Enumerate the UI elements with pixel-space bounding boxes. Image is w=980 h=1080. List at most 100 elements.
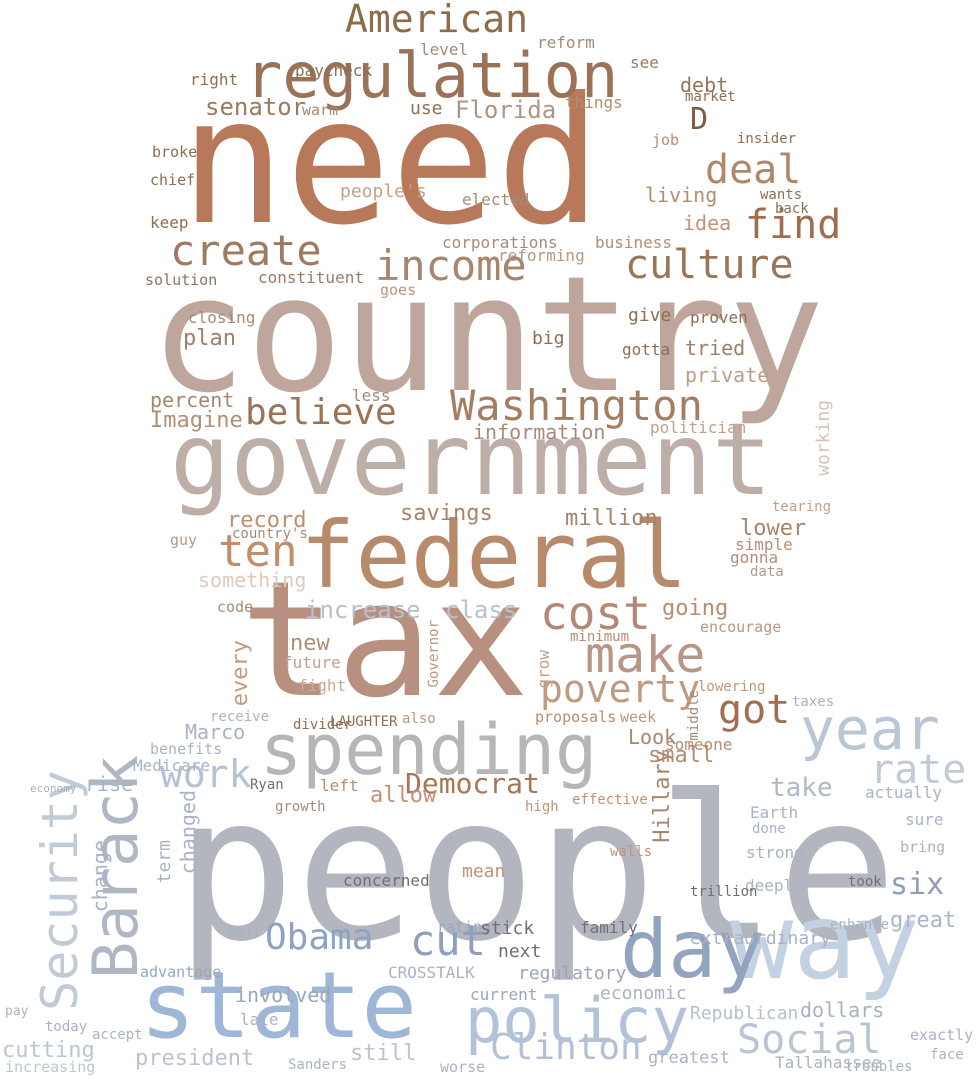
word-back: back bbox=[775, 201, 809, 217]
word-sanders: Sanders bbox=[288, 1057, 348, 1073]
word-reform: reform bbox=[537, 33, 595, 52]
word-high: high bbox=[525, 799, 559, 815]
word-mean: mean bbox=[462, 861, 506, 882]
word-week: week bbox=[620, 708, 657, 726]
word-people-s: people's bbox=[340, 181, 427, 202]
word-someone: someone bbox=[665, 735, 733, 754]
word-worse: worse bbox=[440, 1058, 486, 1076]
word-job: job bbox=[652, 131, 680, 149]
word-less: less bbox=[352, 386, 391, 405]
word-florida: Florida bbox=[455, 96, 557, 124]
word-obama: Obama bbox=[265, 917, 374, 958]
word-democrat: Democrat bbox=[405, 767, 540, 800]
word-exactly: exactly bbox=[910, 1026, 974, 1044]
word-hell: hell bbox=[228, 924, 262, 940]
word-d: D bbox=[690, 102, 709, 137]
word-increasing: increasing bbox=[5, 1058, 96, 1076]
word-future: future bbox=[283, 653, 341, 672]
word-stick: stick bbox=[480, 918, 535, 939]
word-change: change bbox=[88, 840, 112, 913]
word-small: small bbox=[648, 743, 715, 768]
word-poverty: poverty bbox=[540, 667, 701, 711]
word-income: income bbox=[375, 241, 527, 290]
word-paycheck: paycheck bbox=[295, 61, 373, 80]
word-goes: goes bbox=[380, 281, 417, 299]
word-minimum: minimum bbox=[570, 629, 630, 645]
word-tearing: tearing bbox=[772, 499, 832, 515]
word-work: work bbox=[160, 752, 252, 796]
word-imagine: Imagine bbox=[150, 408, 243, 433]
word-earth: Earth bbox=[750, 803, 799, 822]
word-guy: guy bbox=[170, 531, 198, 549]
word-dollars: dollars bbox=[800, 998, 885, 1022]
word-insider: insider bbox=[737, 131, 797, 147]
word-economy: economy bbox=[30, 782, 77, 795]
word-country: country bbox=[150, 241, 825, 428]
word-living: living bbox=[645, 183, 718, 207]
word-actually: actually bbox=[865, 783, 943, 802]
word-american: American bbox=[345, 0, 529, 41]
word-idea: idea bbox=[683, 211, 732, 235]
word-simple: simple bbox=[735, 535, 793, 554]
word-term: term bbox=[154, 840, 175, 884]
word-cutting: cutting bbox=[2, 1038, 95, 1063]
word-find: find bbox=[745, 202, 842, 248]
word-pay: pay bbox=[5, 1004, 29, 1019]
word-politician: politician bbox=[650, 418, 747, 437]
word-lower: lower bbox=[740, 516, 807, 541]
word-level: level bbox=[420, 40, 469, 59]
word-things: things bbox=[565, 93, 623, 112]
word-closing: closing bbox=[188, 308, 256, 327]
word-gotta: gotta bbox=[622, 340, 671, 359]
word-year: year bbox=[800, 695, 940, 763]
word-late: late bbox=[240, 1010, 279, 1029]
word-still: still bbox=[350, 1041, 417, 1066]
word-keep: keep bbox=[150, 213, 189, 232]
word-receive: receive bbox=[210, 709, 270, 725]
word-rating: rating bbox=[437, 918, 492, 936]
word-warm: warm bbox=[302, 101, 339, 119]
word-market: market bbox=[685, 89, 736, 105]
word-social: Social bbox=[737, 1017, 882, 1063]
word-way: way bbox=[730, 881, 920, 1003]
word-code: code bbox=[217, 598, 254, 616]
word-data: data bbox=[750, 564, 784, 580]
word-something: something bbox=[198, 568, 307, 592]
word-crosstalk: CROSSTALK bbox=[388, 963, 475, 982]
word-next: next bbox=[498, 941, 542, 962]
word-percent: percent bbox=[150, 388, 235, 412]
word-cut: cut bbox=[410, 916, 486, 965]
word-extraordinary: extraordinary bbox=[690, 928, 831, 949]
word-middle: middle bbox=[686, 690, 702, 741]
word-debt: debt bbox=[680, 73, 729, 97]
word-tallahassee: Tallahassee bbox=[775, 1053, 881, 1072]
word-private: private bbox=[685, 363, 770, 387]
word-need: need bbox=[180, 61, 602, 264]
word-proposals: proposals bbox=[535, 708, 617, 726]
word-strong: strong bbox=[746, 843, 804, 862]
word-believe: believe bbox=[245, 392, 397, 433]
word-troubles: troubles bbox=[845, 1059, 913, 1075]
word-wants: wants bbox=[760, 187, 803, 203]
word-ten: ten bbox=[218, 526, 298, 577]
word-million: million bbox=[565, 506, 658, 531]
word-going: going bbox=[662, 596, 729, 621]
word-governor: Governor bbox=[426, 620, 442, 688]
word-deal: deal bbox=[705, 147, 802, 193]
word-face: face bbox=[930, 1047, 964, 1063]
word-greatest: greatest bbox=[648, 1048, 730, 1068]
word-reforming: reforming bbox=[498, 246, 585, 265]
word-savings: savings bbox=[400, 501, 493, 526]
word-take: take bbox=[770, 773, 833, 803]
word-fight: fight bbox=[298, 676, 347, 695]
word-increase: increase bbox=[305, 596, 421, 624]
word-make: make bbox=[585, 626, 706, 684]
word-bring: bring bbox=[900, 838, 946, 856]
word-rate: rate bbox=[870, 747, 967, 793]
word-accept: accept bbox=[92, 1027, 143, 1043]
word-president: president bbox=[135, 1046, 255, 1071]
word-day: day bbox=[620, 903, 765, 996]
word-create: create bbox=[170, 226, 322, 275]
word-deeply: deeply bbox=[745, 876, 803, 895]
word-use: use bbox=[410, 98, 443, 119]
